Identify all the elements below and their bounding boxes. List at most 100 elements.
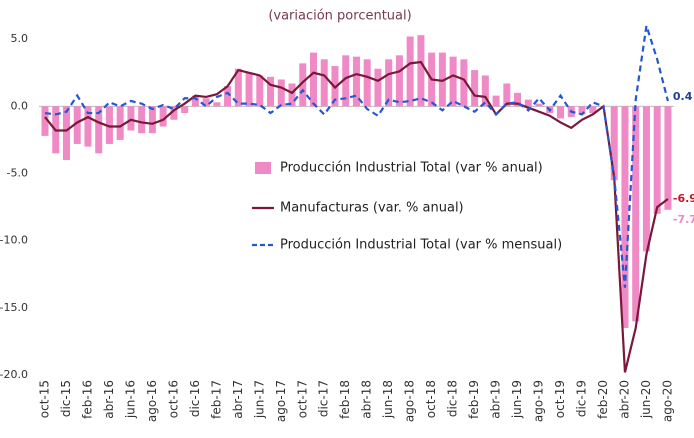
bar xyxy=(148,106,156,134)
x-tick-label: jun-19 xyxy=(510,380,524,419)
x-tick-label: abr-16 xyxy=(102,380,116,419)
bar xyxy=(481,75,489,107)
bar xyxy=(406,36,414,107)
bar xyxy=(460,59,468,107)
x-tick-label: abr-20 xyxy=(617,380,631,419)
end-label: 0.4 xyxy=(673,90,693,103)
bar xyxy=(105,106,113,144)
x-tick-label: oct-18 xyxy=(424,380,438,418)
bar xyxy=(632,106,640,322)
bar xyxy=(503,83,511,107)
x-tick-label: feb-17 xyxy=(209,380,223,419)
bar xyxy=(138,106,146,134)
bar xyxy=(385,59,393,107)
bar xyxy=(352,56,360,107)
bar xyxy=(395,55,403,107)
bar xyxy=(342,55,350,107)
bar xyxy=(374,68,382,107)
y-tick-label: -20.0 xyxy=(0,368,28,381)
y-tick-label: 5.0 xyxy=(11,32,29,45)
bar xyxy=(245,72,253,107)
bar xyxy=(277,79,285,107)
x-tick-label: dic-18 xyxy=(446,380,460,417)
bar xyxy=(170,106,178,120)
x-tick-label: feb-20 xyxy=(596,380,610,419)
dashed-line xyxy=(44,25,669,288)
end-label: -7.7 xyxy=(673,213,694,226)
bar xyxy=(202,98,210,107)
y-tick-label: -15.0 xyxy=(0,301,28,314)
bar xyxy=(310,52,317,107)
x-tick-label: abr-18 xyxy=(360,380,374,419)
bar xyxy=(267,76,275,107)
bar xyxy=(417,35,425,107)
x-tick-label: oct-19 xyxy=(553,380,567,418)
bar xyxy=(524,99,532,107)
x-tick-label: ago-16 xyxy=(145,380,159,422)
bar xyxy=(471,70,479,107)
x-tick-label: feb-16 xyxy=(80,380,94,419)
bar xyxy=(449,56,457,107)
x-tick-label: jun-18 xyxy=(381,380,395,419)
bar xyxy=(535,103,543,107)
bar xyxy=(95,106,103,154)
bar xyxy=(621,106,629,328)
bar xyxy=(224,86,232,107)
bar xyxy=(288,83,296,107)
x-tick-label: oct-16 xyxy=(166,380,180,418)
legend-label: Producción Industrial Total (var % mensu… xyxy=(280,238,562,253)
x-tick-label: dic-15 xyxy=(59,380,73,417)
legend-label: Producción Industrial Total (var % anual… xyxy=(280,161,543,176)
x-tick-label: dic-16 xyxy=(188,380,202,417)
bar xyxy=(62,106,70,161)
chart-subtitle: (variación porcentual) xyxy=(268,9,411,24)
x-tick-label: ago-19 xyxy=(532,380,546,422)
x-tick-label: dic-19 xyxy=(575,380,589,417)
y-tick-label: 0.0 xyxy=(11,99,29,112)
bar xyxy=(191,95,199,107)
x-tick-label: ago-18 xyxy=(403,380,417,422)
bar xyxy=(557,106,565,119)
legend-swatch xyxy=(255,162,271,174)
bar xyxy=(514,92,522,107)
x-tick-label: oct-17 xyxy=(295,380,309,418)
bar xyxy=(159,106,167,127)
bar xyxy=(642,106,650,252)
x-tick-label: jun-20 xyxy=(639,380,653,419)
bar xyxy=(578,106,586,115)
bar xyxy=(234,68,242,107)
end-label: -6.9 xyxy=(673,192,694,205)
x-tick-label: abr-19 xyxy=(489,380,503,419)
bar xyxy=(438,52,446,107)
bar xyxy=(73,106,81,144)
y-tick-label: -5.0 xyxy=(7,167,28,180)
bar xyxy=(589,106,597,114)
bar xyxy=(299,63,307,107)
bar xyxy=(116,106,124,140)
x-tick-label: feb-19 xyxy=(467,380,481,419)
bar xyxy=(610,106,618,181)
x-tick-label: feb-18 xyxy=(338,380,352,419)
bar xyxy=(213,102,221,107)
line xyxy=(44,60,669,373)
bar xyxy=(181,106,189,114)
x-tick-label: oct-15 xyxy=(38,380,52,418)
bar xyxy=(127,106,135,131)
legend-label: Manufacturas (var. % anual) xyxy=(280,201,464,216)
y-tick-label: -10.0 xyxy=(0,234,28,247)
bar xyxy=(41,106,49,136)
x-tick-label: ago-20 xyxy=(660,380,674,422)
bar xyxy=(653,106,661,214)
x-tick-label: jun-17 xyxy=(252,380,266,419)
bar xyxy=(320,59,328,107)
bar xyxy=(363,59,371,107)
bar xyxy=(492,95,500,107)
x-tick-label: jun-16 xyxy=(123,380,137,419)
x-tick-label: abr-17 xyxy=(231,380,245,419)
bar xyxy=(256,75,264,107)
x-tick-label: ago-17 xyxy=(274,380,288,422)
bar xyxy=(84,106,92,147)
bar xyxy=(664,106,672,210)
